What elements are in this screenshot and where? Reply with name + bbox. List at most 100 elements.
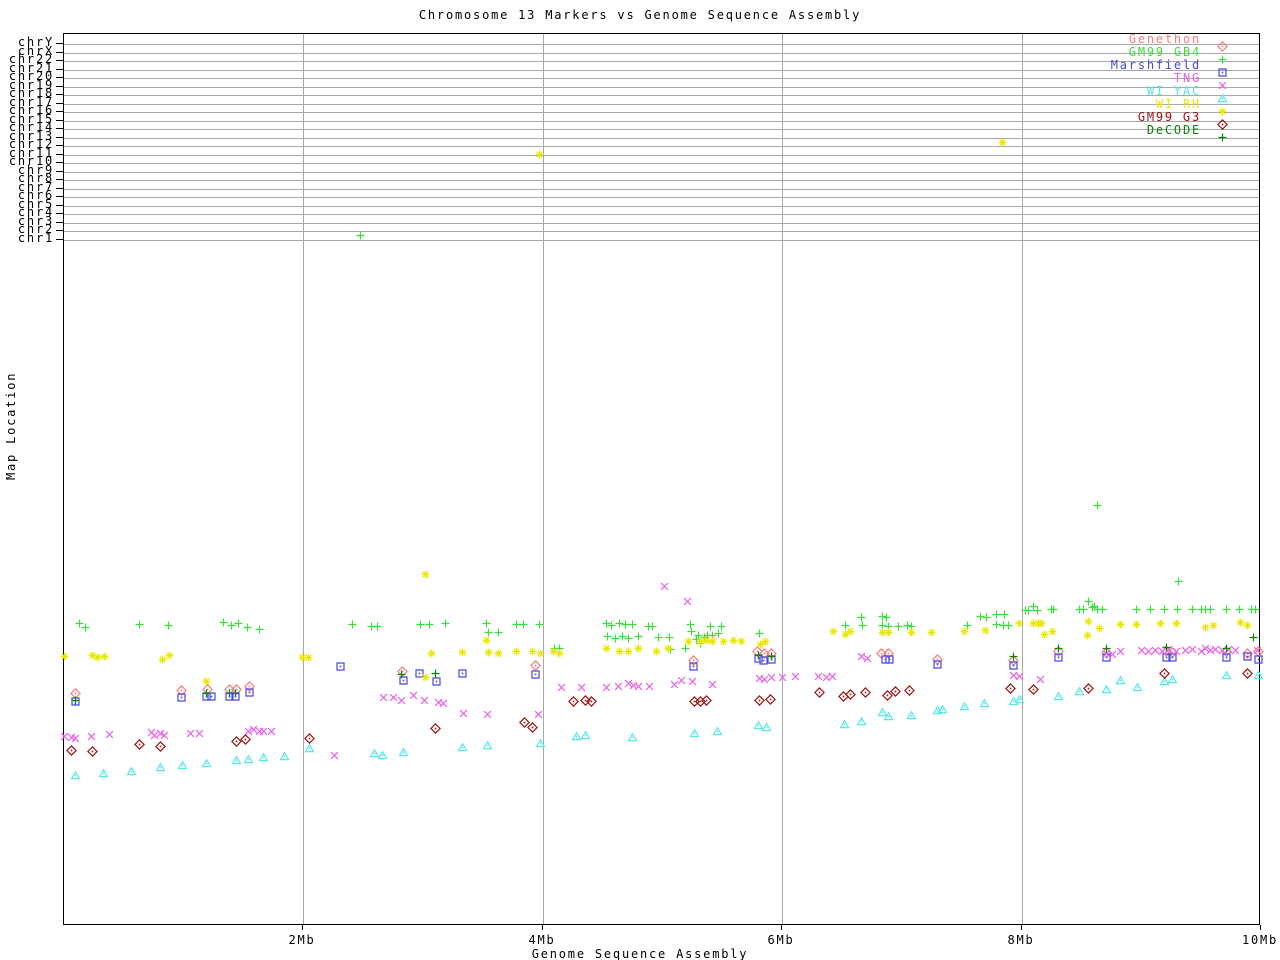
data-point: [85, 728, 98, 747]
chrom-label-chr2: chr2: [17, 222, 54, 236]
data-point: [1249, 601, 1262, 620]
data-point: [619, 616, 632, 635]
data-point: [752, 717, 765, 736]
data-point: [529, 666, 542, 685]
chrom-label-chr6: chr6: [17, 188, 54, 202]
data-point: [855, 648, 868, 667]
y-tick: [56, 77, 63, 78]
data-point: [65, 742, 78, 761]
data-point: [727, 632, 740, 651]
y-tick: [56, 128, 63, 129]
chrom-gridline: [64, 103, 1259, 105]
data-point: [1241, 648, 1254, 667]
data-point: [1199, 640, 1212, 659]
data-point: [776, 669, 789, 688]
legend-item-wi-rh: WI RH: [929, 97, 1229, 116]
chrom-label-chrY: chrY: [17, 35, 54, 49]
data-point: [579, 692, 592, 711]
data-point: [905, 624, 918, 643]
data-point: [158, 727, 171, 746]
data-point: [242, 723, 255, 742]
data-point: [1004, 680, 1017, 699]
chrom-gridline: [64, 239, 1259, 241]
data-point: [437, 695, 450, 714]
data-point: [253, 621, 266, 640]
chrom-label-chr16: chr16: [8, 103, 54, 117]
chrom-gridline: [64, 120, 1259, 122]
chrom-gridline: [64, 69, 1259, 71]
data-point: [1220, 640, 1233, 659]
data-point: [86, 743, 99, 762]
data-point: [429, 665, 442, 684]
triangle-dot-icon: [1216, 90, 1229, 109]
chrom-gridline: [64, 163, 1259, 164]
x-gridline-6mb: [782, 34, 783, 924]
data-point: [328, 747, 341, 766]
data-point: [1149, 642, 1162, 661]
data-point: [758, 645, 771, 664]
data-point: [1034, 671, 1047, 690]
data-point: [534, 735, 547, 754]
data-point: [844, 623, 857, 642]
data-point: [296, 649, 309, 668]
data-point: [69, 730, 82, 749]
data-point: [1220, 649, 1233, 668]
x-tick-label-8Mb: 8Mb: [1007, 933, 1035, 947]
data-point: [759, 633, 772, 652]
x-tick: [1260, 925, 1261, 930]
data-point: [418, 692, 431, 711]
data-point: [396, 663, 409, 682]
data-point: [278, 748, 291, 767]
data-point: [377, 689, 390, 708]
data-point: [600, 640, 613, 659]
chart-title: Chromosome 13 Markers vs Genome Sequence…: [418, 8, 862, 22]
data-point: [103, 726, 116, 745]
data-point: [242, 751, 255, 770]
data-point: [876, 617, 889, 636]
data-point: [706, 633, 719, 652]
data-point: [510, 643, 523, 662]
data-point: [1082, 613, 1095, 632]
data-point: [148, 727, 161, 746]
data-point: [526, 719, 539, 738]
data-point: [1241, 665, 1254, 684]
data-point: [58, 728, 71, 747]
data-point: [700, 692, 713, 711]
data-point: [1251, 642, 1264, 661]
data-point: [855, 609, 868, 628]
data-point: [936, 701, 949, 720]
data-point: [613, 615, 626, 634]
data-point: [456, 739, 469, 758]
data-point: [694, 633, 707, 652]
data-point: [257, 749, 270, 768]
data-point: [79, 619, 92, 638]
data-point: [1186, 601, 1199, 620]
chrom-label-chr1: chr1: [17, 230, 54, 245]
data-point: [492, 624, 505, 643]
data-point: [230, 752, 243, 771]
y-tick: [56, 43, 63, 44]
data-point: [765, 648, 778, 667]
data-point: [1209, 641, 1222, 660]
data-point: [1130, 601, 1143, 620]
data-point: [1130, 616, 1143, 635]
data-point: [1234, 614, 1247, 633]
legend-label: GM99 GB4: [1128, 45, 1201, 59]
data-point: [925, 624, 938, 643]
data-point: [876, 624, 889, 643]
data-point: [706, 676, 719, 695]
data-point: [1081, 627, 1094, 646]
chrom-label-chr21: chr21: [8, 60, 54, 75]
y-tick: [56, 153, 63, 155]
y-tick: [56, 196, 63, 197]
data-point: [1100, 645, 1113, 664]
data-point: [579, 727, 592, 746]
chrom-label-chr8: chr8: [17, 171, 54, 185]
chrom-gridline: [64, 197, 1259, 198]
data-point: [1100, 681, 1113, 700]
chrom-gridline: [64, 146, 1259, 147]
data-point: [1179, 642, 1192, 661]
legend-item-tng: TNG: [929, 71, 1229, 90]
data-point: [1160, 639, 1173, 658]
